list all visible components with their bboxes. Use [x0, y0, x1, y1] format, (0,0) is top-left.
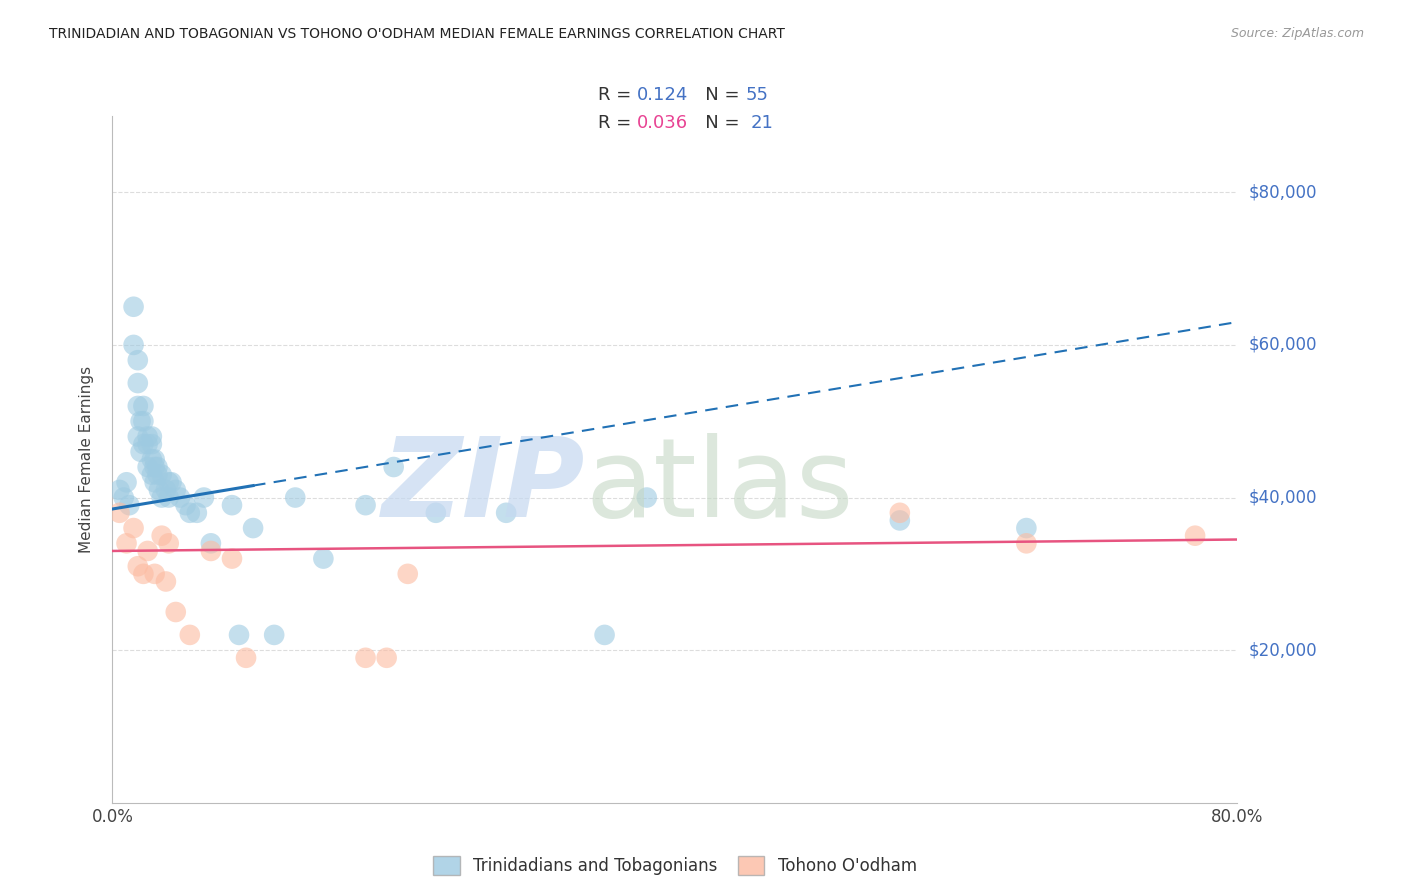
Point	[127, 376, 149, 390]
Point	[129, 414, 152, 428]
Point	[593, 628, 616, 642]
Text: 0.124: 0.124	[637, 87, 688, 104]
Point	[221, 498, 243, 512]
Point	[157, 475, 180, 490]
Point	[169, 491, 191, 505]
Point	[143, 566, 166, 581]
Text: Source: ZipAtlas.com: Source: ZipAtlas.com	[1230, 27, 1364, 40]
Point	[132, 399, 155, 413]
Point	[143, 460, 166, 475]
Text: R =: R =	[598, 87, 637, 104]
Point	[108, 506, 131, 520]
Point	[127, 399, 149, 413]
Point	[122, 300, 145, 314]
Text: 21: 21	[751, 114, 773, 132]
Point	[136, 544, 159, 558]
Point	[146, 467, 169, 482]
Point	[132, 437, 155, 451]
Point	[127, 429, 149, 443]
Y-axis label: Median Female Earnings: Median Female Earnings	[79, 366, 94, 553]
Point	[284, 491, 307, 505]
Point	[396, 566, 419, 581]
Legend: Trinidadians and Tobagonians, Tohono O'odham: Trinidadians and Tobagonians, Tohono O'o…	[425, 847, 925, 884]
Point	[425, 506, 447, 520]
Point	[136, 460, 159, 475]
Point	[141, 429, 163, 443]
Point	[155, 483, 177, 497]
Point	[228, 628, 250, 642]
Point	[174, 498, 197, 512]
Text: ZIP: ZIP	[381, 434, 585, 541]
Text: 0.036: 0.036	[637, 114, 688, 132]
Point	[200, 536, 222, 550]
Point	[312, 551, 335, 566]
Point	[354, 498, 377, 512]
Point	[127, 559, 149, 574]
Point	[127, 353, 149, 368]
Point	[354, 650, 377, 665]
Point	[122, 521, 145, 535]
Point	[165, 605, 187, 619]
Point	[141, 437, 163, 451]
Point	[160, 475, 183, 490]
Point	[112, 491, 135, 505]
Point	[150, 491, 173, 505]
Point	[375, 650, 398, 665]
Point	[129, 444, 152, 458]
Point	[146, 460, 169, 475]
Text: 55: 55	[745, 87, 768, 104]
Text: TRINIDADIAN AND TOBAGONIAN VS TOHONO O'ODHAM MEDIAN FEMALE EARNINGS CORRELATION : TRINIDADIAN AND TOBAGONIAN VS TOHONO O'O…	[49, 27, 785, 41]
Point	[141, 452, 163, 467]
Text: $60,000: $60,000	[1249, 336, 1317, 354]
Point	[155, 574, 177, 589]
Text: $80,000: $80,000	[1249, 183, 1317, 202]
Point	[122, 338, 145, 352]
Point	[136, 437, 159, 451]
Point	[115, 536, 138, 550]
Point	[1015, 521, 1038, 535]
Text: R =: R =	[598, 114, 637, 132]
Point	[157, 491, 180, 505]
Text: $40,000: $40,000	[1249, 489, 1317, 507]
Point	[179, 506, 201, 520]
Point	[382, 460, 405, 475]
Point	[150, 467, 173, 482]
Point	[108, 483, 131, 497]
Point	[193, 491, 215, 505]
Point	[242, 521, 264, 535]
Point	[143, 475, 166, 490]
Point	[148, 483, 170, 497]
Point	[150, 529, 173, 543]
Point	[1184, 529, 1206, 543]
Point	[235, 650, 257, 665]
Point	[889, 513, 911, 527]
Point	[143, 452, 166, 467]
Point	[221, 551, 243, 566]
Point	[118, 498, 141, 512]
Point	[132, 566, 155, 581]
Point	[495, 506, 517, 520]
Point	[165, 483, 187, 497]
Point	[889, 506, 911, 520]
Point	[157, 536, 180, 550]
Point	[186, 506, 208, 520]
Text: N =: N =	[688, 114, 751, 132]
Point	[200, 544, 222, 558]
Point	[636, 491, 658, 505]
Point	[179, 628, 201, 642]
Point	[263, 628, 285, 642]
Point	[132, 414, 155, 428]
Point	[115, 475, 138, 490]
Text: N =: N =	[688, 87, 745, 104]
Point	[141, 467, 163, 482]
Text: atlas: atlas	[585, 434, 853, 541]
Point	[136, 429, 159, 443]
Text: $20,000: $20,000	[1249, 641, 1317, 659]
Point	[1015, 536, 1038, 550]
